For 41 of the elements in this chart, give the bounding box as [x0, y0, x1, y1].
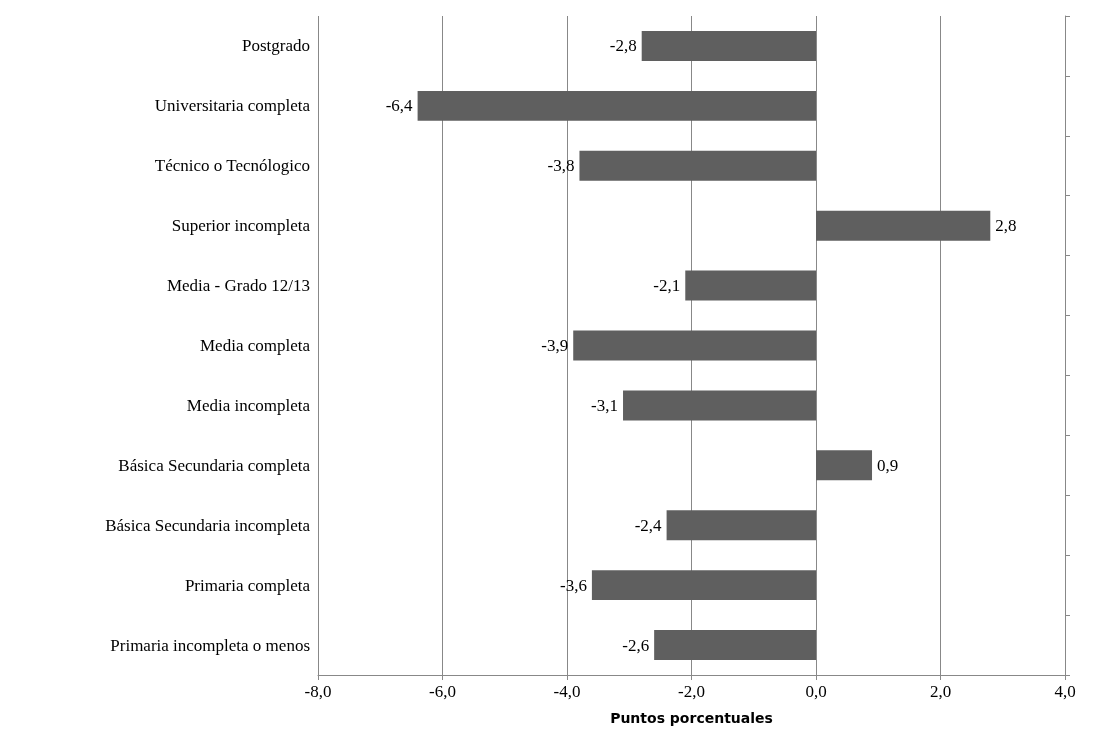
x-tick-label: 4,0 — [1054, 682, 1076, 701]
data-label: 0,9 — [877, 455, 899, 475]
y-tick-label: Universitaria completa — [154, 96, 311, 116]
bar — [685, 270, 816, 301]
y-tick-label: Básica Secundaria completa — [118, 455, 311, 475]
bar — [623, 390, 816, 421]
y-tick-label: Media incompleta — [186, 395, 311, 415]
data-label: -2,4 — [634, 515, 663, 535]
data-label: -2,1 — [653, 276, 681, 296]
bar — [666, 510, 816, 541]
bar — [573, 330, 816, 361]
x-axis-title: Puntos porcentuales — [610, 710, 773, 726]
data-label: -3,6 — [559, 575, 587, 595]
y-tick-label: Primaria incompleta o menos — [110, 635, 310, 655]
data-label: -3,8 — [547, 156, 575, 176]
data-label: -2,6 — [622, 635, 650, 655]
y-tick-label: Postgrado — [242, 36, 310, 56]
x-tick-label: 2,0 — [929, 682, 952, 701]
data-label: -3,9 — [541, 336, 569, 355]
y-tick-label: Media - Grado 12/13 — [166, 276, 310, 296]
bar — [579, 150, 816, 181]
bar — [641, 30, 816, 61]
x-tick-label: -4,0 — [553, 682, 581, 701]
y-tick-label: Media completa — [200, 336, 311, 355]
data-label: -3,1 — [591, 395, 619, 415]
y-tick-label: Superior incompleta — [171, 216, 311, 236]
x-tick-label: -8,0 — [304, 682, 332, 701]
bar — [654, 630, 816, 661]
x-tick-label: -2,0 — [678, 682, 705, 701]
data-label: -2,8 — [609, 36, 637, 56]
x-tick-label: 0,0 — [805, 682, 827, 701]
bar — [816, 210, 991, 241]
y-tick-label: Básica Secundaria incompleta — [105, 515, 311, 535]
data-label: 2,8 — [995, 216, 1017, 236]
bar — [591, 570, 816, 601]
bar — [816, 450, 873, 481]
y-tick-label: Primaria completa — [184, 575, 311, 595]
x-tick-label: -6,0 — [429, 682, 456, 701]
bar — [417, 90, 816, 121]
data-label: -6,4 — [385, 96, 414, 116]
y-tick-label: Técnico o Tecnólogico — [154, 156, 310, 176]
